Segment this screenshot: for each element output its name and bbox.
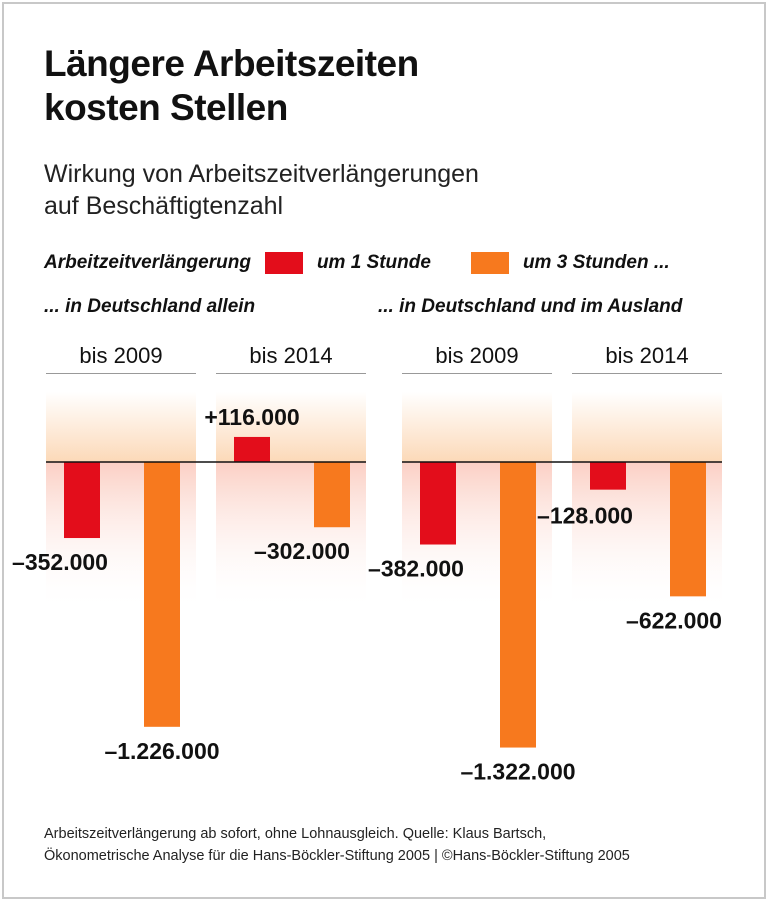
data-label: +116.000 (204, 404, 299, 430)
bar (670, 462, 706, 597)
panel-background-positive (402, 392, 552, 462)
data-label: –302.000 (254, 538, 350, 564)
footer-source: Arbeitszeitverlängerung ab sofort, ohne … (44, 826, 547, 842)
subtitle-line: auf Beschäftigtenzahl (44, 192, 284, 220)
legend-swatch-3h (470, 252, 509, 274)
panel-background-positive (46, 392, 196, 462)
bar (64, 462, 100, 539)
period-label: bis 2014 (216, 343, 366, 374)
subtitle-line: Wirkung von Arbeitszeitverlängerungen (44, 160, 479, 188)
title-line: Längere Arbeitszeiten (44, 43, 419, 84)
period-label: bis 2009 (402, 343, 552, 374)
bar (420, 462, 456, 545)
chart-subtitle: Wirkung von Arbeitszeitverlängerungen au… (44, 158, 479, 222)
bar (314, 462, 350, 528)
legend-title: Arbeitzeitverlängerung (44, 252, 251, 273)
panel-background-positive (572, 392, 722, 462)
bar (590, 462, 626, 490)
title-line: kosten Stellen (44, 87, 288, 128)
bar (234, 436, 270, 462)
bar (144, 462, 180, 727)
period-label: bis 2014 (572, 343, 722, 374)
data-label: –622.000 (626, 607, 722, 633)
data-label: –1.322.000 (460, 759, 575, 785)
legend-swatch-1h (264, 252, 303, 274)
footer-copyright: Ökonometrische Analyse für die Hans-Böck… (44, 848, 630, 864)
chart-title: Längere Arbeitszeiten kosten Stellen (44, 42, 419, 130)
legend: Arbeitzeitverlängerung um 1 Stunde um 3 … (44, 252, 670, 274)
footer: Arbeitszeitverlängerung ab sofort, ohne … (44, 823, 630, 867)
data-label: –1.226.000 (104, 738, 219, 764)
legend-item-1h: um 1 Stunde (316, 252, 431, 273)
legend-item-3h: um 3 Stunden ... (522, 252, 670, 273)
data-label: –352.000 (12, 549, 108, 575)
data-label: –382.000 (368, 556, 464, 582)
region-label-germany-abroad: ... in Deutschland und im Ausland (378, 296, 683, 317)
period-label: bis 2009 (46, 343, 196, 374)
region-label-germany: ... in Deutschland allein (44, 296, 256, 317)
data-label: –128.000 (537, 503, 633, 529)
bar (500, 462, 536, 748)
